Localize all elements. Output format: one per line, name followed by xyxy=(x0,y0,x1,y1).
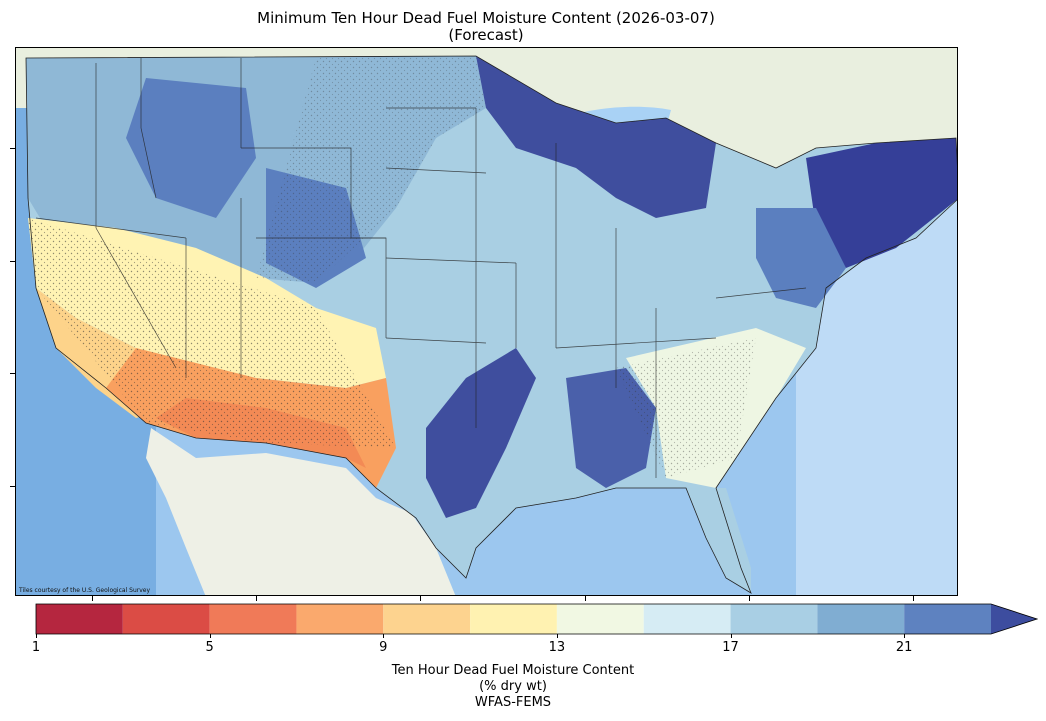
colorbar-outline xyxy=(35,603,1038,635)
x-axis-tick xyxy=(585,596,586,601)
y-axis-tick xyxy=(10,148,15,149)
colorbar-tick-label: 5 xyxy=(205,640,214,655)
colorbar-bin-9 xyxy=(817,604,905,634)
station-stipple-west xyxy=(28,218,396,448)
colorbar-bin-1 xyxy=(122,604,210,634)
map-title-line2: (Forecast) xyxy=(448,26,524,44)
map-title-line1: Minimum Ten Hour Dead Fuel Moisture Cont… xyxy=(257,9,715,27)
colorbar-bin-4 xyxy=(383,604,471,634)
colorbar-tick-mark xyxy=(36,634,37,638)
state-boundaries xyxy=(35,58,807,478)
appalachia-band xyxy=(756,208,846,308)
colorbar-bin-2 xyxy=(209,604,297,634)
colorbar-tick-label: 17 xyxy=(722,640,739,655)
colorbar-tick-label: 21 xyxy=(895,640,913,655)
colorbar-tick-mark xyxy=(383,634,385,638)
x-axis-tick xyxy=(256,596,257,601)
fuel-moisture-map xyxy=(16,48,957,595)
colorbar-tick-mark xyxy=(209,634,211,638)
south-texas-core xyxy=(426,348,536,518)
colorbar-bin-5 xyxy=(470,604,557,634)
colorbar-units: (% dry wt) xyxy=(479,679,547,694)
colorbar-bin-3 xyxy=(296,604,384,634)
colorbar-bin-7 xyxy=(643,604,731,634)
colorbar-tick-label: 1 xyxy=(31,640,41,655)
station-stipple-southeast xyxy=(616,338,756,478)
colorbar-tick-mark xyxy=(556,634,558,638)
colorbar-source: WFAS-FEMS xyxy=(474,695,552,710)
colorbar-label: Ten Hour Dead Fuel Moisture Content xyxy=(391,663,635,678)
colorbar-bin-10 xyxy=(904,604,991,634)
tile-attribution: Tiles courtesy of the U.S. Geological Su… xyxy=(19,587,151,594)
florida xyxy=(706,488,751,593)
northeast-core xyxy=(806,138,957,268)
y-axis-tick xyxy=(10,486,15,487)
colorbar-tick-label: 9 xyxy=(379,640,388,655)
station-stipple-central xyxy=(256,56,486,283)
us-outline xyxy=(25,55,957,594)
x-axis-tick xyxy=(913,596,914,601)
x-axis-tick xyxy=(420,596,421,601)
colorbar-bin-6 xyxy=(556,604,644,634)
colorbar-tick-mark xyxy=(904,634,906,638)
colorbar-bin-8 xyxy=(730,604,818,634)
idaho-montana-core xyxy=(126,78,256,218)
colorbar-extend-arrow xyxy=(991,604,1037,634)
colorbar xyxy=(35,603,1038,635)
colorbar-tick-mark xyxy=(730,634,732,638)
x-axis-tick xyxy=(749,596,750,601)
mexico-land xyxy=(146,428,456,595)
colorbar-bin-0 xyxy=(36,604,123,634)
y-axis-tick xyxy=(10,261,15,262)
colorbar-tick-label: 13 xyxy=(548,640,566,655)
great-lakes-core xyxy=(476,56,716,218)
y-axis-tick xyxy=(10,373,15,374)
x-axis-tick xyxy=(92,596,93,601)
map-panel[interactable] xyxy=(15,47,958,596)
